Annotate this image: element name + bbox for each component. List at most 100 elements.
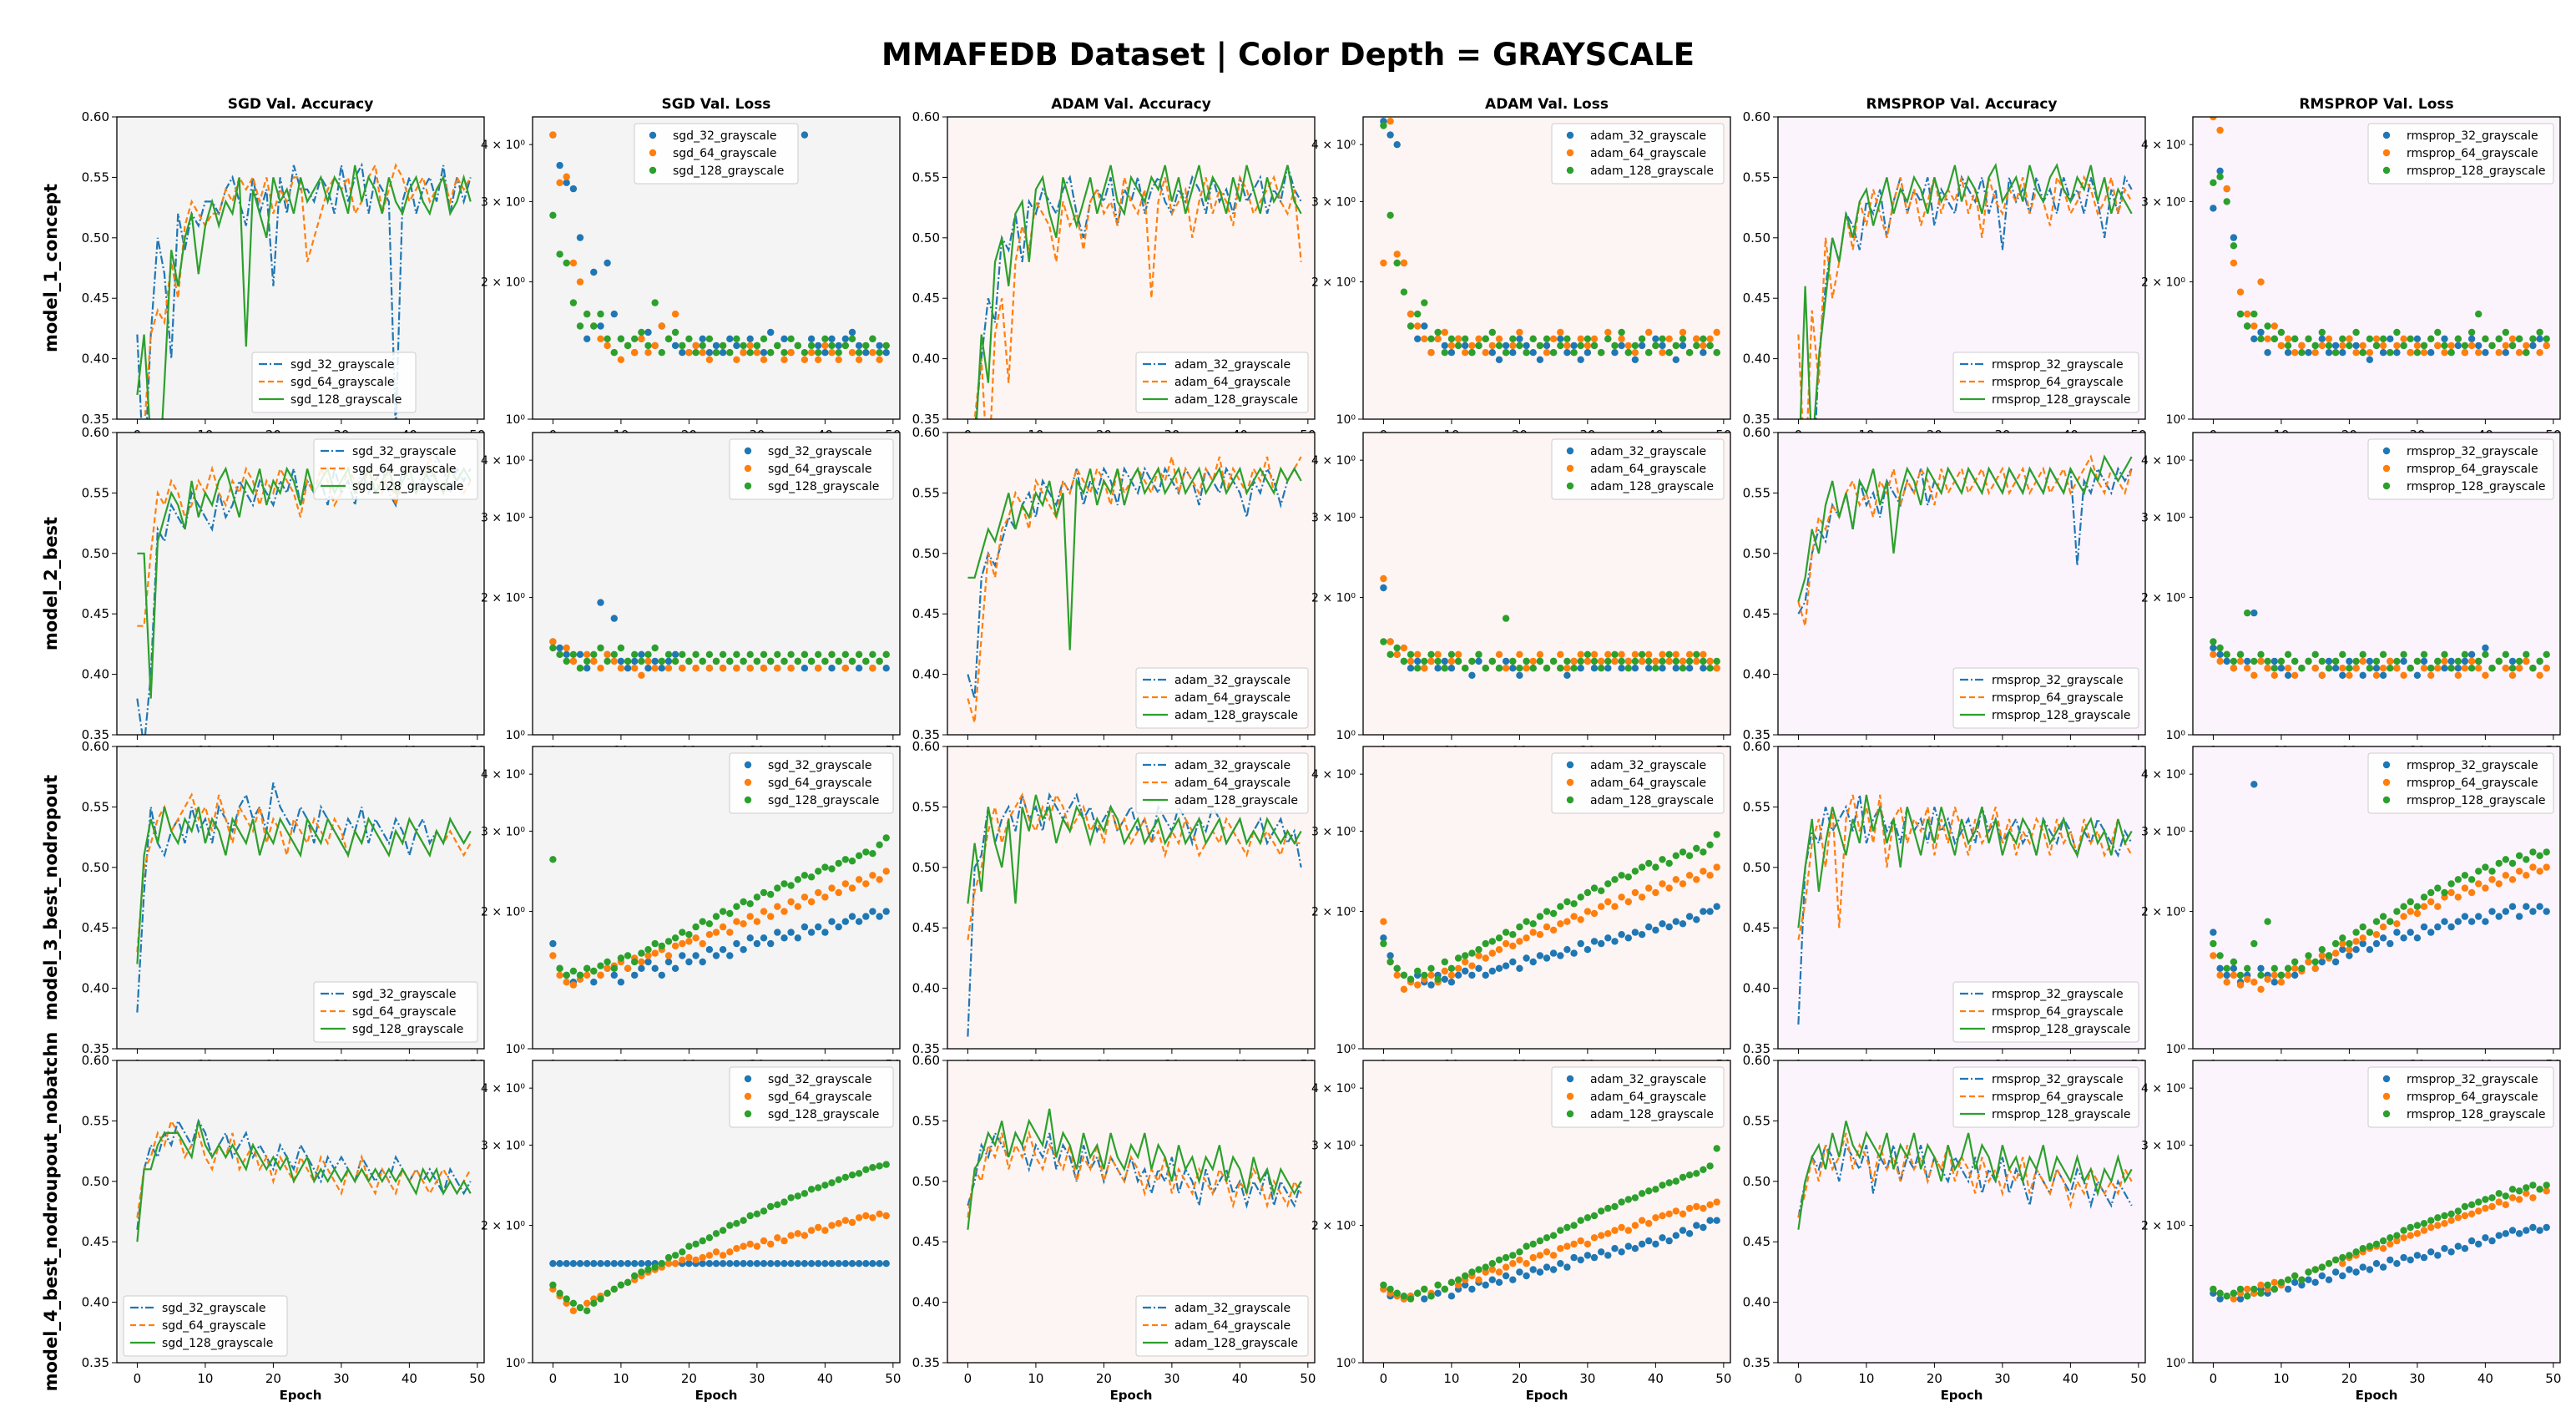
- data-point: [2311, 1278, 2319, 1287]
- data-point: [774, 884, 781, 892]
- data-point: [760, 356, 768, 363]
- y-tick-label: 2 × 10⁰: [1311, 276, 1356, 290]
- x-tick-label: 40: [2478, 1371, 2493, 1386]
- data-point: [787, 1232, 795, 1239]
- data-point: [1590, 1253, 1599, 1262]
- data-point: [2475, 657, 2483, 665]
- data-point: [2270, 335, 2278, 342]
- legend-label: adam_128_grayscale: [1590, 1108, 1714, 1121]
- data-point: [2366, 356, 2374, 363]
- data-point: [2236, 657, 2245, 665]
- data-point: [1393, 141, 1401, 149]
- data-point: [1693, 650, 1700, 658]
- data-point: [2482, 1234, 2489, 1242]
- series-line-rmsprop_64_grayscale: [1797, 1132, 2133, 1218]
- data-point: [679, 650, 686, 658]
- data-point: [733, 665, 740, 672]
- axes-frame: [2192, 116, 2561, 420]
- data-point: [2305, 349, 2312, 357]
- data-point: [869, 349, 876, 357]
- y-tick-label: 0.50: [912, 860, 940, 875]
- data-point: [1583, 946, 1592, 954]
- data-point: [2244, 1285, 2251, 1293]
- data-point: [801, 131, 809, 139]
- data-point: [2387, 335, 2394, 342]
- legend-box: [251, 352, 417, 413]
- data-point: [1468, 949, 1476, 957]
- legend-box: [1952, 667, 2139, 729]
- data-point: [1414, 335, 1422, 342]
- data-point: [1713, 1198, 1720, 1206]
- data-point: [2475, 1207, 2483, 1215]
- data-point: [2467, 876, 2476, 883]
- series-group: [2210, 117, 2550, 363]
- data-point: [767, 913, 775, 920]
- data-point: [685, 335, 693, 342]
- data-point: [869, 1164, 876, 1171]
- panel-model_1_concept-adam-acc: 010203040500.350.400.450.500.550.60ADAM …: [912, 96, 1316, 443]
- data-point: [2387, 1256, 2394, 1264]
- series-line-adam_128_grayscale: [967, 466, 1302, 650]
- data-point: [644, 952, 652, 959]
- data-point: [746, 913, 754, 920]
- data-point: [1434, 1281, 1442, 1289]
- data-point: [876, 349, 883, 357]
- data-point: [746, 900, 754, 908]
- series-line-sgd_64_grayscale: [144, 162, 472, 419]
- data-point: [801, 1190, 809, 1197]
- data-point: [2366, 657, 2374, 665]
- data-point: [1516, 342, 1523, 350]
- data-point: [1590, 909, 1599, 918]
- data-point: [712, 952, 720, 959]
- data-point: [597, 335, 604, 342]
- legend-label: sgd_128_grayscale: [673, 164, 784, 178]
- data-point: [2387, 918, 2394, 925]
- data-point: [2461, 342, 2469, 350]
- data-point: [1685, 665, 1694, 672]
- data-point: [2264, 1281, 2271, 1289]
- data-point: [815, 1260, 822, 1268]
- data-point: [1549, 926, 1558, 934]
- panel-title: ADAM Val. Accuracy: [1051, 96, 1211, 113]
- data-point: [876, 1162, 883, 1170]
- data-point: [2529, 342, 2537, 350]
- data-point: [2529, 1182, 2537, 1189]
- y-tick-label: 3 × 10⁰: [2141, 195, 2185, 209]
- y-tick-label: 2 × 10⁰: [481, 592, 525, 605]
- data-point: [1468, 349, 1476, 357]
- data-point: [1441, 958, 1449, 966]
- data-point: [1645, 923, 1653, 931]
- data-point: [2339, 342, 2346, 350]
- data-point: [2379, 342, 2387, 350]
- data-point: [2379, 671, 2387, 679]
- data-point: [1482, 954, 1489, 962]
- data-point: [1624, 342, 1633, 350]
- axes-frame: [1362, 116, 1731, 420]
- legend-label: rmsprop_64_grayscale: [2407, 1090, 2538, 1104]
- y-tick-label: 0.45: [82, 1234, 109, 1249]
- data-point: [1468, 657, 1476, 665]
- x-tick-label: 20: [1927, 1371, 1942, 1386]
- data-point: [1685, 650, 1694, 658]
- data-point: [2298, 665, 2306, 672]
- data-point: [1502, 615, 1510, 622]
- data-point: [2441, 1212, 2448, 1220]
- data-point: [1509, 958, 1517, 966]
- data-point: [679, 952, 686, 959]
- data-point: [2536, 1227, 2543, 1234]
- y-tick-label: 3 × 10⁰: [2141, 1139, 2185, 1152]
- data-point: [1693, 916, 1700, 924]
- data-point: [2413, 657, 2422, 665]
- data-point: [1386, 118, 1394, 125]
- data-point: [1604, 880, 1612, 888]
- data-point: [1672, 665, 1680, 672]
- data-point: [597, 962, 604, 969]
- data-point: [638, 335, 645, 342]
- data-point: [1407, 975, 1415, 984]
- data-point: [780, 657, 788, 665]
- data-point: [2475, 913, 2483, 920]
- data-point: [2427, 665, 2435, 672]
- legend-label: adam_64_grayscale: [1174, 777, 1291, 790]
- data-point: [1529, 1253, 1537, 1262]
- data-point: [2467, 328, 2476, 337]
